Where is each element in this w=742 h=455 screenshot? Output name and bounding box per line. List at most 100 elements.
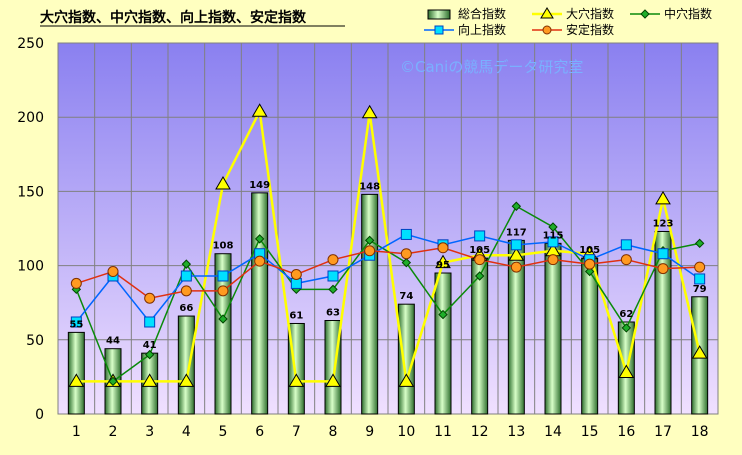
triangle-marker	[691, 345, 708, 359]
series-line	[76, 107, 701, 383]
triangle-marker	[508, 247, 525, 261]
x-tick-label: 12	[471, 424, 489, 440]
bar-data-label: 55	[69, 319, 83, 330]
square-marker	[400, 228, 412, 240]
bar	[581, 257, 599, 415]
y-tick-label: 200	[17, 110, 44, 126]
diamond-marker	[584, 266, 595, 277]
diamond-marker	[694, 238, 705, 249]
legend-label: 向上指数	[458, 22, 506, 37]
circle-marker	[217, 285, 229, 297]
circle-marker	[70, 277, 82, 289]
legend-label: 中穴指数	[664, 6, 712, 21]
circle-marker	[437, 242, 449, 254]
bar-data-label: 105	[469, 245, 490, 256]
circle-marker	[547, 254, 559, 266]
bar-data-label: 61	[289, 310, 303, 321]
diamond-marker	[438, 309, 448, 320]
y-tick-label: 250	[17, 36, 44, 52]
x-tick-label: 15	[581, 424, 599, 440]
triangle-marker	[435, 254, 451, 269]
square-marker	[547, 236, 559, 248]
triangle-marker	[655, 190, 671, 205]
triangle-marker	[251, 103, 268, 117]
bar-data-label: 74	[399, 291, 413, 302]
circle-marker	[180, 285, 192, 297]
square-marker	[180, 270, 192, 282]
bar-data-label: 63	[326, 308, 340, 319]
diamond-marker	[364, 235, 375, 246]
triangle-marker	[178, 373, 195, 387]
bar-data-label: 79	[693, 284, 707, 295]
legend-item: 安定指数	[532, 22, 614, 37]
bar-data-label: 149	[249, 180, 270, 191]
x-tick-label: 10	[397, 424, 415, 440]
diamond-marker	[254, 234, 265, 244]
square-marker	[657, 248, 669, 260]
bar-data-label: 66	[179, 303, 193, 314]
bar	[67, 331, 85, 415]
watermark: ©Caniの競馬データ研究室	[400, 58, 583, 76]
x-tick-label: 14	[544, 424, 562, 440]
circle-marker	[327, 254, 339, 266]
diamond-marker	[401, 257, 412, 268]
diamond-marker	[621, 323, 632, 333]
circle-marker	[254, 255, 266, 267]
y-tick-label: 150	[17, 184, 44, 200]
square-marker	[70, 316, 82, 328]
legend-item: 向上指数	[424, 22, 506, 37]
triangle-marker	[215, 175, 231, 190]
bar	[544, 242, 562, 415]
circle-marker	[657, 263, 669, 275]
legend-item: 大穴指数	[532, 6, 614, 21]
circle-marker	[620, 254, 632, 266]
bar	[654, 230, 672, 415]
diamond-marker	[511, 201, 522, 211]
bar-data-label: 105	[579, 245, 600, 256]
x-tick-label: 9	[365, 424, 374, 440]
square-marker	[144, 316, 156, 328]
diamond-marker	[181, 259, 192, 269]
circle-marker	[107, 266, 119, 278]
square-marker	[327, 270, 339, 282]
bar-data-label: 108	[213, 241, 234, 252]
diamond-marker	[474, 271, 485, 281]
x-tick-label: 8	[329, 424, 338, 440]
diamond-marker	[548, 222, 558, 232]
x-tick-label: 2	[109, 424, 118, 440]
circle-marker	[144, 292, 156, 304]
x-tick-label: 11	[434, 424, 452, 440]
circle-marker	[694, 261, 706, 273]
square-marker	[510, 239, 522, 251]
bar	[177, 315, 195, 415]
y-tick-label: 100	[17, 259, 44, 275]
bar-data-label: 95	[436, 260, 450, 271]
gridlines	[58, 42, 718, 415]
bar-data-label: 123	[653, 218, 674, 229]
square-marker	[620, 239, 632, 251]
legend-swatch	[427, 9, 451, 20]
triangle-marker	[141, 373, 158, 387]
legend-item: 中穴指数	[630, 6, 712, 21]
x-tick-label: 7	[292, 424, 301, 440]
x-tick-label: 1	[72, 424, 81, 440]
legend-marker	[640, 9, 650, 19]
series-line	[76, 247, 700, 300]
legend-marker	[542, 25, 552, 35]
triangle-marker	[325, 373, 341, 387]
y-axis-ticks: 0 50 100 150 200 250	[17, 36, 44, 423]
diamond-marker	[108, 376, 118, 387]
circle-marker	[400, 248, 412, 260]
bar-data-label: 44	[106, 336, 120, 347]
x-tick-label: 4	[182, 424, 191, 440]
x-tick-label: 17	[654, 424, 672, 440]
square-marker	[474, 230, 486, 242]
diamond-marker	[144, 349, 155, 360]
circle-marker	[584, 258, 596, 270]
line-series	[68, 103, 708, 387]
legend-marker	[434, 25, 444, 35]
x-tick-label: 13	[507, 424, 525, 440]
x-tick-label: 6	[255, 424, 264, 440]
